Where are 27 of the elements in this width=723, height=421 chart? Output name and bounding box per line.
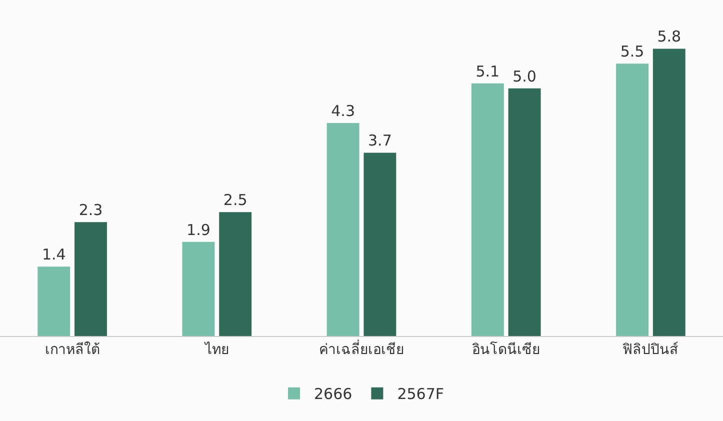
bar (182, 242, 215, 336)
data-label: 5.0 (512, 67, 536, 86)
data-label: 2.5 (223, 191, 248, 210)
bar (219, 212, 252, 336)
x-tick-label: อินโดนีเซีย (472, 340, 540, 358)
data-label: 1.4 (42, 246, 66, 264)
data-label: 5.5 (620, 42, 644, 61)
bar (616, 64, 648, 336)
data-label: 2.3 (78, 201, 103, 220)
bar (471, 83, 504, 336)
x-tick-label: ฟิลิปปินส์ (622, 340, 679, 358)
data-label: 5.1 (476, 62, 500, 80)
bar (364, 152, 396, 336)
x-tick-label: ค่าเฉลี่ยเอเชีย (319, 340, 404, 358)
data-label: 1.9 (186, 220, 210, 239)
bar (38, 266, 70, 336)
data-label: 5.8 (657, 28, 682, 46)
data-label: 3.7 (368, 132, 392, 150)
legend-label: 2567F (397, 385, 444, 404)
bar (74, 222, 107, 336)
data-label: 4.3 (331, 102, 355, 120)
legend-label: 2666 (314, 385, 352, 404)
bar (652, 48, 686, 336)
x-tick-label: ไทย (204, 340, 229, 358)
bar (508, 88, 541, 336)
bar (326, 123, 360, 336)
x-tick-label: เกาหลีใต้ (44, 340, 100, 358)
